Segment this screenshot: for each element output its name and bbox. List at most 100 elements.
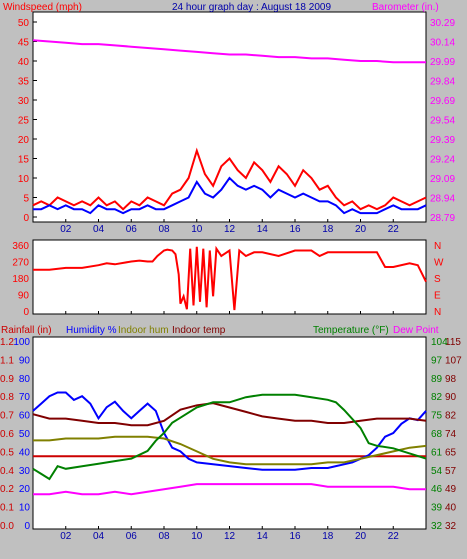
temperature-tick-label: 46 bbox=[431, 484, 443, 495]
rainfall-tick-label: 0.9 bbox=[0, 374, 14, 385]
indoor-temp-tick-label: 57 bbox=[445, 466, 457, 477]
indoor-temp-tick-label: 90 bbox=[445, 392, 457, 403]
humidity-tick-label: 70 bbox=[19, 392, 31, 403]
humidity-tick-label: 10 bbox=[19, 503, 31, 514]
windspeed-tick-label: 5 bbox=[23, 194, 29, 205]
indoor-temp-tick-label: 49 bbox=[445, 484, 457, 495]
indoor-temp-tick-label: 40 bbox=[445, 503, 457, 514]
barometer-tick-label: 29.09 bbox=[430, 174, 455, 185]
graph-title: 24 hour graph day : August 18 2009 bbox=[172, 2, 331, 13]
x-tick-label: 22 bbox=[388, 224, 400, 235]
direction-tick-label: 0 bbox=[23, 307, 29, 318]
temperature-tick-label: 39 bbox=[431, 503, 443, 514]
humidity-axis-title: Humidity % bbox=[66, 325, 117, 336]
barometer-tick-label: 29.39 bbox=[430, 135, 455, 146]
windspeed-tick-label: 40 bbox=[18, 57, 30, 68]
x-tick-label: 22 bbox=[388, 531, 400, 542]
x-tick-label: 14 bbox=[257, 224, 269, 235]
temperature-tick-label: 97 bbox=[431, 355, 443, 366]
barometer-tick-label: 28.94 bbox=[430, 194, 455, 205]
humidity-panel-frame bbox=[32, 336, 427, 530]
x-tick-label: 20 bbox=[355, 531, 367, 542]
barometer-tick-label: 29.84 bbox=[430, 77, 455, 88]
wind-gust-line bbox=[32, 147, 427, 211]
barometer-tick-label: 30.14 bbox=[430, 38, 455, 49]
compass-tick-label: W bbox=[434, 258, 444, 269]
x-tick-label: 14 bbox=[257, 531, 269, 542]
rainfall-tick-label: 1.2 bbox=[0, 337, 14, 348]
series-layer bbox=[32, 39, 427, 496]
rainfall-tick-label: 0.8 bbox=[0, 392, 14, 403]
temperature-tick-label: 89 bbox=[431, 374, 443, 385]
x-tick-label: 04 bbox=[93, 224, 105, 235]
indoor-temp-tick-label: 32 bbox=[445, 521, 457, 532]
x-tick-label: 04 bbox=[93, 531, 105, 542]
windspeed-axis-title: Windspeed (mph) bbox=[3, 2, 82, 13]
indoor-temp-tick-label: 65 bbox=[445, 447, 457, 458]
rainfall-axis-title: Rainfall (in) bbox=[1, 325, 52, 336]
indoor-humidity-line bbox=[33, 435, 427, 466]
temperature-line bbox=[32, 393, 427, 481]
rainfall-tick-label: 0.2 bbox=[0, 484, 14, 495]
x-tick-label: 16 bbox=[289, 224, 301, 235]
humidity-tick-label: 90 bbox=[19, 355, 31, 366]
rainfall-tick-label: 0.5 bbox=[0, 447, 14, 458]
direction-tick-label: 90 bbox=[18, 291, 30, 302]
compass-tick-label: E bbox=[434, 291, 441, 302]
temperature-tick-label: 61 bbox=[431, 447, 443, 458]
x-tick-label: 16 bbox=[289, 531, 301, 542]
wind-panel-frame bbox=[32, 11, 427, 223]
barometer-tick-label: 28.79 bbox=[430, 213, 455, 224]
windspeed-tick-label: 50 bbox=[18, 18, 30, 29]
x-tick-label: 18 bbox=[322, 224, 334, 235]
x-tick-label: 06 bbox=[126, 224, 138, 235]
x-tick-label: 10 bbox=[191, 224, 203, 235]
indoor-hum-label: Indoor hum bbox=[118, 325, 169, 336]
rainfall-tick-label: 0.1 bbox=[0, 503, 14, 514]
temperature-tick-label: 104 bbox=[431, 337, 448, 348]
compass-tick-label: S bbox=[434, 274, 441, 285]
humidity-tick-label: 0 bbox=[24, 521, 30, 532]
windspeed-tick-label: 45 bbox=[18, 38, 30, 49]
rainfall-tick-label: 1.1 bbox=[0, 355, 14, 366]
humidity-tick-label: 60 bbox=[19, 411, 31, 422]
temperature-tick-label: 54 bbox=[431, 466, 443, 477]
rainfall-tick-label: 0.7 bbox=[0, 411, 14, 422]
dew-point-line bbox=[33, 483, 426, 496]
barometer-tick-label: 30.29 bbox=[430, 18, 455, 29]
x-tick-label: 20 bbox=[355, 224, 367, 235]
axis-ticks: 02 04 06 08 10 12 14 16 18 20 22 02 04 06 08 10 12 14 16 18… bbox=[0, 18, 462, 542]
x-tick-label: 10 bbox=[191, 531, 203, 542]
x-tick-label: 12 bbox=[224, 531, 236, 542]
indoor-temp-tick-label: 107 bbox=[445, 355, 462, 366]
humidity-tick-label: 80 bbox=[19, 374, 31, 385]
wind-direction-line bbox=[33, 245, 427, 311]
windspeed-tick-label: 0 bbox=[23, 213, 29, 224]
windspeed-tick-label: 30 bbox=[18, 96, 30, 107]
direction-tick-label: 270 bbox=[12, 258, 29, 269]
temperature-tick-label: 68 bbox=[431, 429, 443, 440]
rainfall-tick-label: 0.0 bbox=[0, 521, 14, 532]
compass-tick-label: N bbox=[434, 241, 441, 252]
x-tick-label: 18 bbox=[322, 531, 334, 542]
x-tick-label: 12 bbox=[224, 224, 236, 235]
compass-tick-label: N bbox=[434, 307, 441, 318]
humidity-tick-label: 50 bbox=[19, 429, 31, 440]
windspeed-tick-label: 35 bbox=[18, 77, 30, 88]
windspeed-tick-label: 25 bbox=[18, 116, 30, 127]
humidity-line bbox=[32, 391, 427, 471]
x-tick-label: 08 bbox=[158, 531, 170, 542]
barometer-line bbox=[32, 39, 426, 64]
direction-tick-label: 360 bbox=[12, 241, 29, 252]
temperature-tick-label: 75 bbox=[431, 411, 443, 422]
humidity-tick-label: 100 bbox=[13, 337, 30, 348]
rainfall-tick-label: 0.4 bbox=[0, 466, 14, 477]
x-tick-label: 02 bbox=[60, 224, 72, 235]
dew-point-label: Dew Point bbox=[393, 325, 439, 336]
windspeed-tick-label: 10 bbox=[18, 174, 30, 185]
indoor-temp-tick-label: 98 bbox=[445, 374, 457, 385]
x-tick-label: 08 bbox=[158, 224, 170, 235]
windspeed-tick-label: 15 bbox=[18, 155, 30, 166]
